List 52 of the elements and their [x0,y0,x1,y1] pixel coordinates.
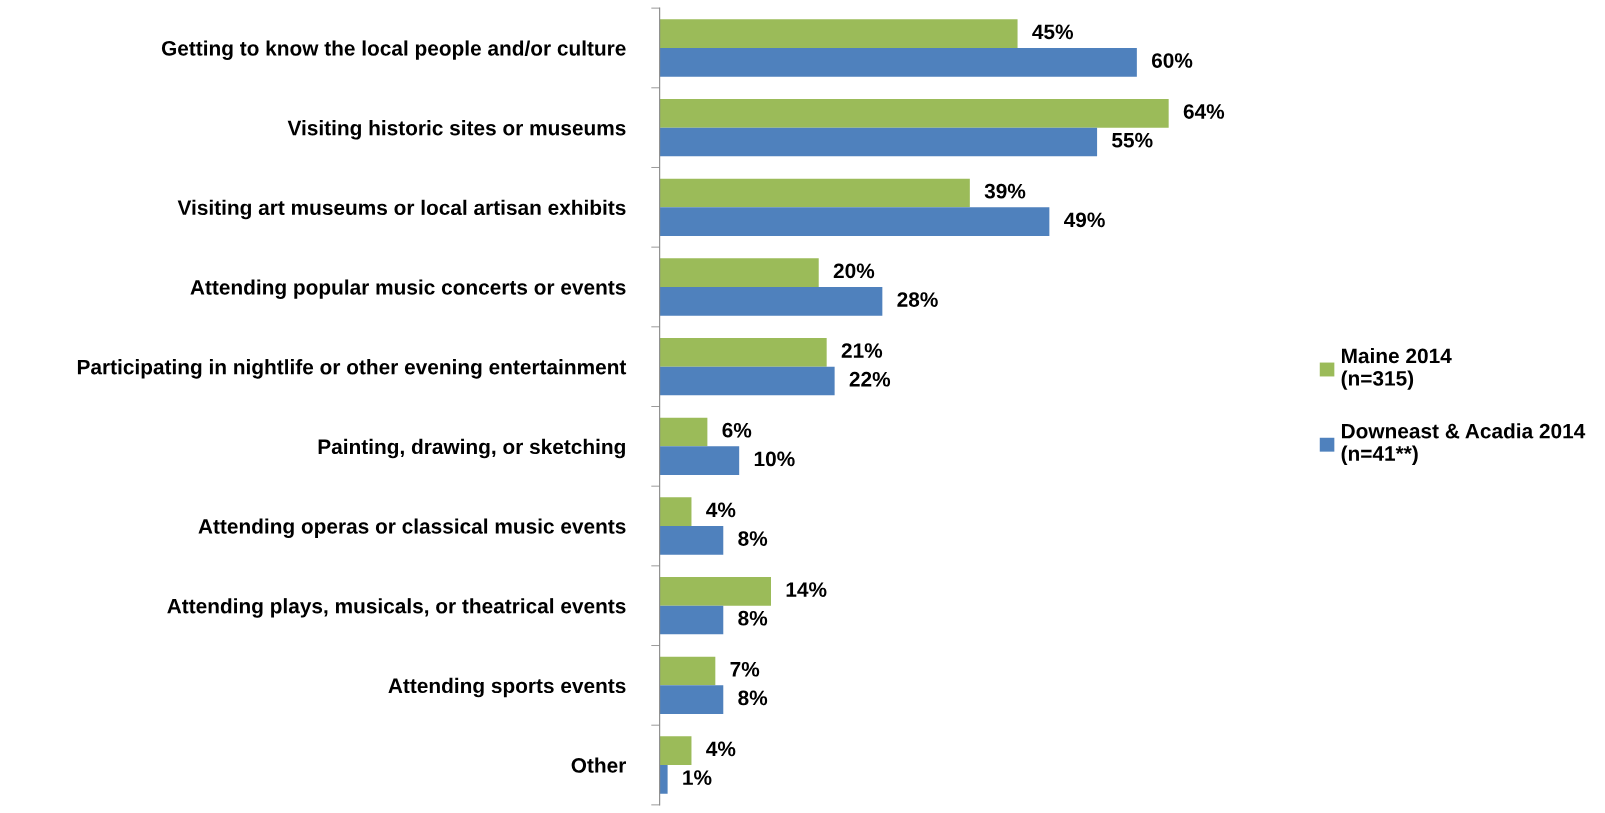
data-label: 21% [841,343,883,358]
bar [659,98,1169,128]
data-label: 6% [722,422,752,438]
data-label: 8% [738,690,768,706]
data-label: 10% [754,451,795,467]
legend-label: Maine 2014 (n=315) [1341,347,1452,390]
data-label: 64% [1183,104,1225,119]
bar [659,47,1137,77]
data-label: 8% [738,531,768,546]
data-label: 4% [706,502,736,518]
bar [659,286,883,316]
bar [659,127,1098,157]
legend-label: Downeast & Acadia 2014 (n=41**) [1341,423,1586,466]
bar [659,577,771,606]
bar [659,605,724,635]
data-label: 49% [1064,212,1105,228]
y-tick-label: Attending popular music concerts or events [190,279,626,299]
data-label: 45% [1032,24,1074,40]
data-label: 55% [1112,132,1153,148]
bar [659,656,716,686]
data-label: 8% [738,610,768,626]
bar [659,417,708,447]
bar [659,685,724,715]
bar [659,366,835,396]
y-tick-label: Participating in nightlife or other evening entertainment [77,359,627,379]
bar [659,178,970,208]
y-tick-label: Visiting art museums or local artisan exhibits [177,199,626,220]
y-tick-label: Attending operas or classical music events [198,518,626,538]
bar [659,736,692,766]
data-label: 60% [1151,53,1193,68]
bar [659,497,692,527]
bar [659,446,740,476]
y-tick-label: Attending sports events [388,677,626,698]
bar [659,526,724,555]
bar [659,765,668,794]
bar [659,337,827,367]
data-label: 4% [706,741,736,757]
y-tick-label: Visiting historic sites or museums [287,120,626,140]
data-label: 22% [849,371,891,387]
bar [659,19,1018,48]
data-label: 7% [730,661,760,677]
y-tick-label: Other [571,757,627,773]
bar [659,207,1050,236]
data-label: 14% [786,582,827,597]
data-label: 1% [683,770,712,785]
data-label: 28% [897,292,938,307]
y-tick-label: Attending plays, musicals, or theatrical events [167,598,626,618]
y-tick-label: Getting to know the local people and/or culture [161,40,626,60]
y-tick-label: Painting, drawing, or sketching [318,438,625,459]
bar [659,258,819,287]
data-label: 39% [984,183,1026,199]
data-label: 20% [833,263,875,279]
